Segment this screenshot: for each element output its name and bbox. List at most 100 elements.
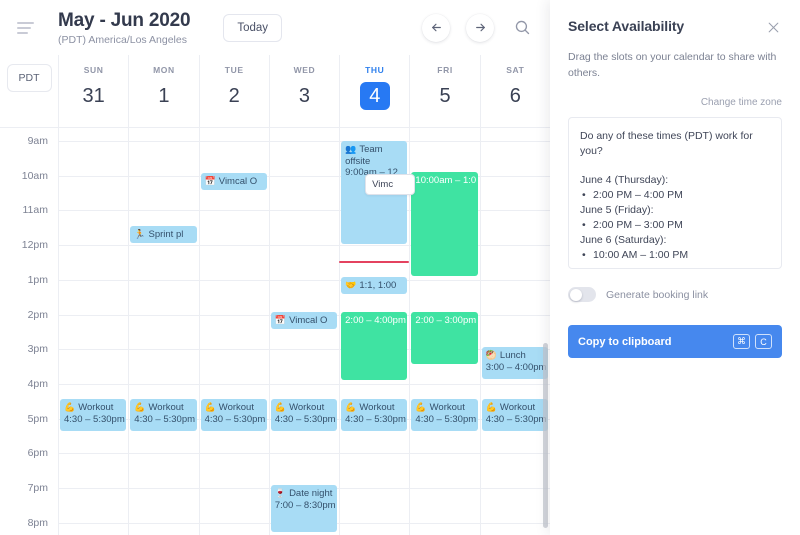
hour-label: 9am (27, 135, 48, 147)
copy-shortcut-keys: ⌘ C (733, 334, 772, 349)
toolbar-actions (422, 13, 550, 42)
next-week-button[interactable] (466, 13, 494, 42)
event-title: 🤝 1:1, 1:00 (345, 280, 397, 291)
calendar-event[interactable]: 📅 Vimcal O (270, 312, 338, 329)
day-of-week-label: THU (365, 65, 385, 75)
day-of-week-label: MON (153, 65, 175, 75)
timezone-subtitle: (PDT) America/Los Angeles (58, 33, 187, 46)
hour-label: 8pm (27, 516, 48, 529)
prev-week-button[interactable] (422, 13, 450, 42)
hour-gridline (58, 279, 550, 281)
calendar-event[interactable]: 💪 Workout 4:30 – 5:30pm (200, 399, 267, 431)
day-header-sat[interactable]: SAT 6 (479, 55, 550, 127)
change-timezone-link[interactable]: Change time zone (700, 97, 782, 108)
event-time: 7:00 – 8:30pm (274, 499, 336, 511)
generate-booking-link-label: Generate booking link (606, 288, 709, 301)
event-hover-chip[interactable]: Vimc (365, 174, 416, 195)
event-title: 💪 Workout (204, 402, 254, 413)
event-emoji-icon: 👥 (345, 144, 357, 154)
day-header-sun[interactable]: SUN 31 (58, 55, 128, 127)
hour-gridline (58, 175, 550, 177)
event-emoji-icon: 📅 (204, 176, 216, 186)
today-button[interactable]: Today (223, 13, 283, 42)
calendar-event[interactable]: 2:00 – 3:00pm (411, 312, 478, 364)
event-emoji-icon: 💪 (415, 402, 427, 412)
availability-text-box[interactable]: Do any of these times (PDT) work for you… (568, 117, 782, 269)
hour-gridline (58, 383, 550, 385)
hour-label: 6pm (27, 447, 48, 460)
event-title: 💪 Workout (345, 402, 395, 413)
calendar-pane: May - Jun 2020 (PDT) America/Los Angeles… (0, 9, 550, 535)
calendar-event[interactable]: 💪 Workout 4:30 – 5:30pm (270, 399, 338, 431)
panel-title: Select Availability (568, 18, 685, 34)
day-header-wed[interactable]: WED 3 (268, 55, 339, 127)
search-button[interactable] (510, 16, 534, 40)
event-emoji-icon: 💪 (134, 402, 146, 412)
timezone-chip[interactable]: PDT (6, 64, 52, 92)
day-number: 2 (228, 85, 240, 107)
copy-to-clipboard-button[interactable]: Copy to clipboard ⌘ C (568, 325, 782, 358)
day-header-tue[interactable]: TUE 2 (198, 55, 269, 127)
event-title: 💪 Workout (274, 402, 325, 413)
generate-booking-link-row[interactable]: Generate booking link (568, 287, 782, 302)
calendar-grid[interactable]: 📅 Vimcal O 🏃 Sprint pl 👥 Team offsite 9:00am –… (58, 128, 550, 535)
day-number: 31 (82, 85, 105, 107)
calendar-scrollbar[interactable] (543, 343, 548, 528)
slot-time-range: 2:00 PM – 4:00 PM (580, 188, 770, 203)
calendar-event[interactable]: 💪 Workout 4:30 – 5:30pm (481, 399, 548, 431)
day-header-thu[interactable]: THU 4 (339, 55, 409, 127)
event-title: 🏃 Sprint pl (134, 229, 184, 240)
day-number: 5 (439, 85, 451, 107)
timezone-chip-cell: PDT (0, 55, 58, 127)
slot-day-label: June 4 (Thursday): (580, 174, 669, 186)
hour-label: 1pm (27, 273, 48, 286)
day-of-week-label: WED (293, 65, 316, 75)
event-time: 4:30 – 5:30pm (415, 413, 477, 425)
event-time: 4:30 – 5:30pm (345, 413, 406, 425)
calendar-event[interactable]: 📅 Vimcal O (200, 173, 267, 190)
calendar-event[interactable]: 🥙 Lunch 3:00 – 4:00pm (481, 347, 548, 379)
arrow-left-icon (431, 23, 441, 32)
day-gridline (409, 128, 411, 535)
calendar-grid-wrap[interactable]: 9am 10am 11am 12pm 1pm 2pm 3pm 4pm 5pm 6pm 7pm 8pm … (0, 128, 550, 535)
event-emoji-icon: 💪 (485, 402, 497, 412)
event-title: 🥙 Lunch (485, 350, 526, 361)
event-title: 💪 Workout (485, 402, 536, 413)
event-time: 4:30 – 5:30pm (64, 413, 125, 425)
event-emoji-icon: 🍷 (274, 488, 287, 498)
generate-booking-link-toggle[interactable] (568, 287, 596, 302)
day-header-mon[interactable]: MON 1 (128, 55, 198, 127)
hour-label: 11am (22, 204, 49, 217)
search-icon (515, 20, 529, 35)
event-emoji-icon: 💪 (345, 402, 357, 412)
calendar-event[interactable]: 💪 Workout 4:30 – 5:30pm (130, 399, 197, 431)
event-time: 4:30 – 5:30pm (274, 413, 336, 425)
event-emoji-icon: 💪 (274, 402, 287, 412)
event-title: 👥 Team offsite (345, 144, 383, 167)
availability-panel: Select Availability Drag the slots on yo… (550, 0, 800, 535)
slot-list: June 4 (Thursday):2:00 PM – 4:00 PMJune … (580, 173, 770, 263)
day-number: 6 (509, 85, 521, 107)
calendar-event[interactable]: 💪 Workout 4:30 – 5:30pm (411, 399, 478, 431)
calendar-event[interactable]: 💪 Workout 4:30 – 5:30pm (60, 399, 127, 431)
calendar-event[interactable]: 2:00 – 4:00pm (341, 312, 408, 380)
hour-gridline (58, 453, 550, 455)
calendar-event[interactable]: 🍷 Date night 7:00 – 8:30pm (270, 485, 338, 532)
hour-label: 2pm (27, 308, 48, 321)
hour-label: 12pm (21, 239, 48, 252)
hour-label: 10am (21, 169, 48, 182)
hour-gridline (58, 141, 550, 142)
day-number: 1 (158, 85, 170, 107)
hour-gridline (58, 245, 550, 247)
day-of-week-label: TUE (224, 65, 244, 75)
calendar-event[interactable]: 🤝 1:1, 1:00 (341, 277, 408, 294)
calendar-event[interactable]: 🏃 Sprint pl (130, 226, 197, 243)
close-icon (768, 22, 778, 32)
day-header-fri[interactable]: FRI 5 (409, 55, 479, 127)
calendar-event[interactable]: 💪 Workout 4:30 – 5:30pm (341, 399, 408, 431)
calendar-event[interactable]: 10:00am – 1:0 (411, 172, 478, 276)
close-button[interactable] (764, 18, 782, 36)
event-time: 4:30 – 5:30pm (485, 413, 547, 425)
page-title: May - Jun 2020 (58, 9, 191, 31)
hamburger-icon[interactable] (8, 10, 44, 46)
